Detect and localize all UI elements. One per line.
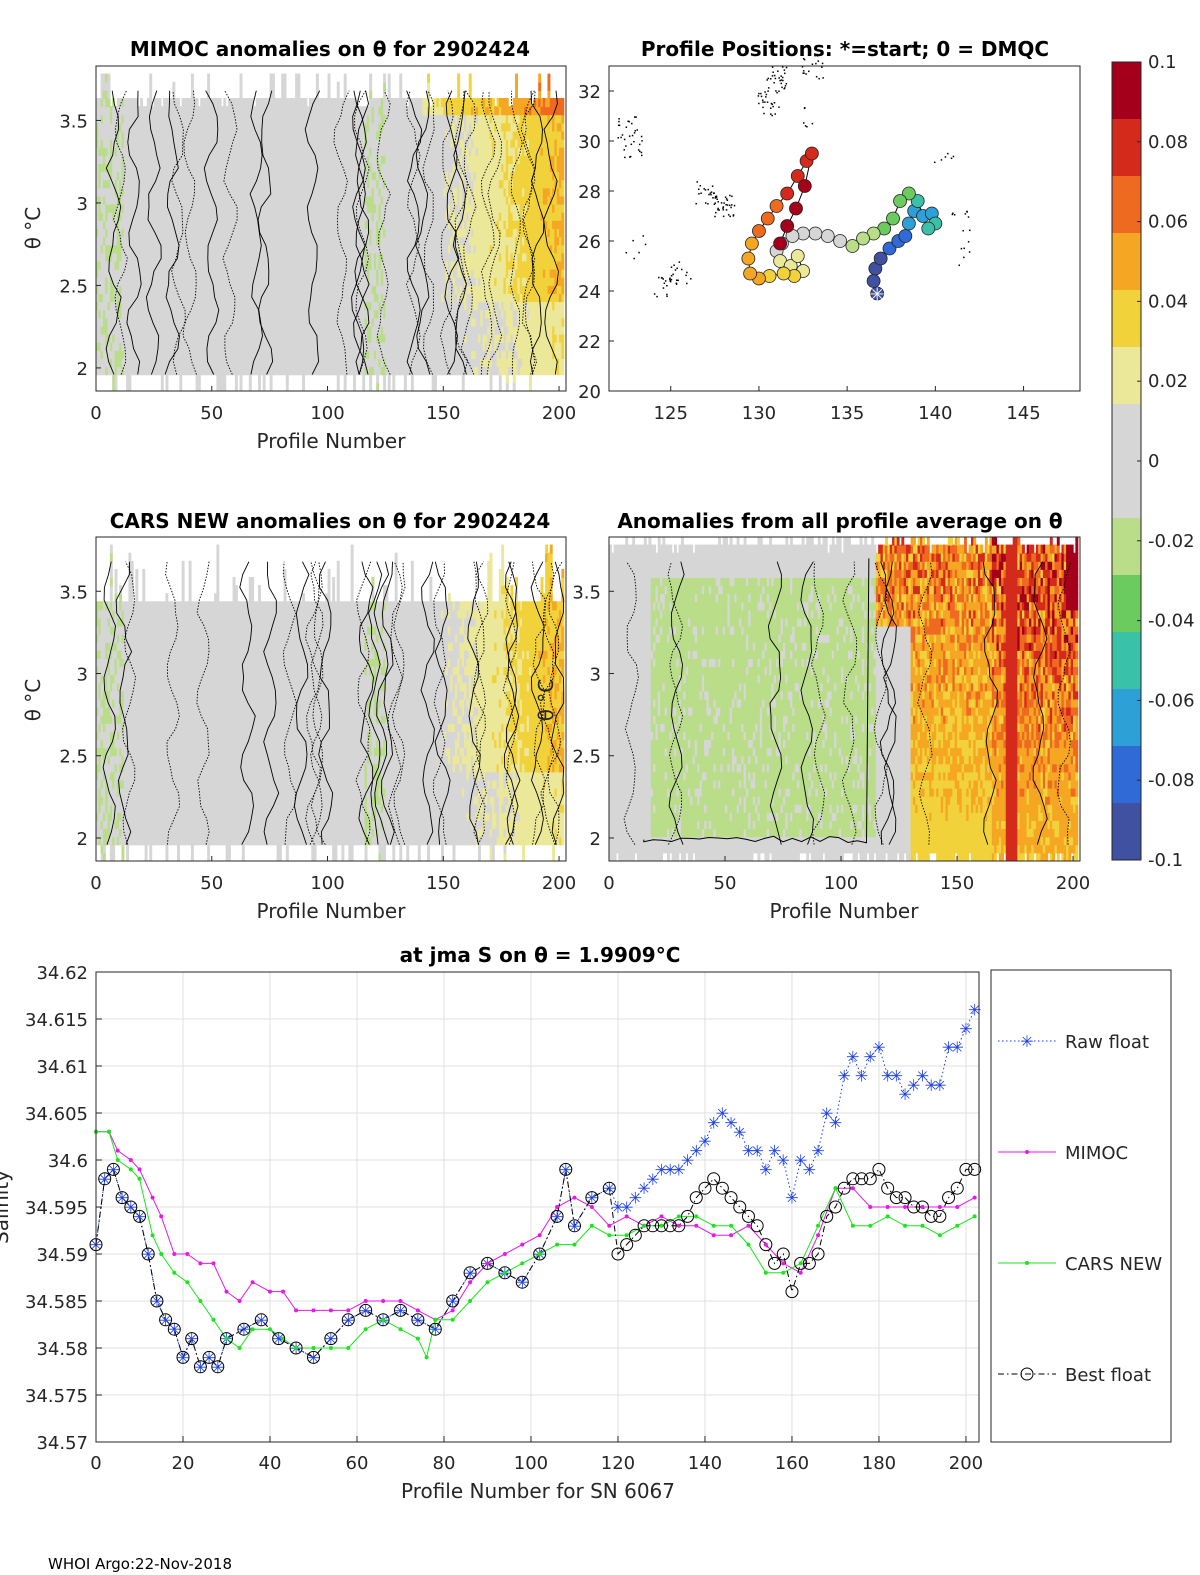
field-cell	[198, 374, 201, 383]
field-cell	[223, 374, 226, 383]
field-cell	[223, 382, 226, 391]
field-cell	[191, 82, 194, 91]
field-cell	[172, 90, 175, 99]
field-cell	[108, 98, 111, 107]
field-cell	[161, 382, 164, 391]
field-cell	[108, 74, 111, 83]
field-cell	[179, 374, 182, 383]
figure-canvas: MIMOC anomalies on θ for 2902424 0 50 100 1…	[0, 0, 1200, 1575]
field-cell	[172, 82, 175, 91]
field-cell	[198, 382, 201, 391]
panel-mimoc: MIMOC anomalies on θ for 2902424 0 50 100 1…	[21, 37, 576, 453]
field-cell	[115, 382, 118, 391]
field-cell	[219, 98, 222, 107]
field-cell	[165, 374, 168, 383]
field-cell	[223, 98, 226, 107]
mimoc-title: MIMOC anomalies on θ for 2902424	[130, 37, 530, 61]
field-cell	[179, 382, 182, 391]
mimoc-anomaly-field	[96, 74, 564, 392]
field-cell	[159, 98, 162, 107]
field-cell	[165, 382, 168, 391]
field-cell	[196, 98, 199, 107]
field-cell	[128, 382, 131, 391]
field-cell	[115, 374, 118, 383]
field-cell	[140, 98, 143, 107]
field-cell	[149, 90, 152, 99]
field-cell	[108, 82, 111, 91]
field-cell	[161, 374, 164, 383]
field-cell	[108, 90, 111, 99]
field-cell	[149, 82, 152, 91]
field-cell	[207, 82, 210, 91]
field-cell	[128, 374, 131, 383]
field-cell	[207, 74, 210, 83]
field-cell	[177, 98, 180, 107]
field-cell	[149, 74, 152, 83]
field-cell	[191, 74, 194, 83]
